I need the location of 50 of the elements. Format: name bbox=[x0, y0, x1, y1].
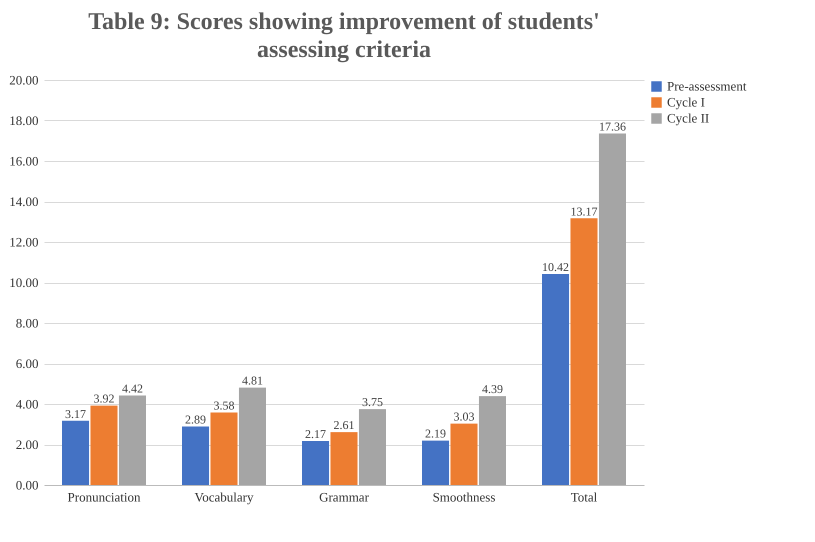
bar bbox=[542, 274, 570, 485]
y-tick-label: 10.00 bbox=[9, 275, 38, 290]
bar bbox=[330, 432, 358, 485]
bar bbox=[182, 426, 210, 485]
data-label: 17.36 bbox=[598, 119, 626, 134]
data-label: 4.39 bbox=[482, 382, 503, 396]
legend-label: Cycle II bbox=[667, 110, 710, 126]
y-tick-label: 12.00 bbox=[9, 234, 38, 250]
x-tick-label: Vocabulary bbox=[194, 490, 254, 504]
bar bbox=[570, 218, 598, 485]
data-label: 3.58 bbox=[214, 398, 234, 413]
y-tick-label: 2.00 bbox=[16, 437, 38, 452]
data-label: 13.17 bbox=[570, 204, 598, 218]
data-label: 2.89 bbox=[185, 412, 206, 426]
bar bbox=[422, 440, 450, 485]
bar bbox=[90, 406, 118, 485]
x-tick-label: Smoothness bbox=[432, 490, 496, 504]
bar bbox=[302, 441, 330, 485]
y-tick-label: 6.00 bbox=[16, 356, 38, 371]
bar bbox=[358, 409, 386, 485]
bar bbox=[598, 133, 626, 485]
data-label: 3.75 bbox=[362, 395, 383, 410]
y-tick-label: 0.00 bbox=[16, 478, 38, 492]
x-tick-label: Grammar bbox=[319, 490, 370, 504]
bar bbox=[210, 412, 238, 485]
y-tick-label: 18.00 bbox=[9, 113, 38, 128]
data-label: 3.92 bbox=[94, 392, 114, 406]
y-tick-label: 8.00 bbox=[16, 316, 38, 330]
data-label: 3.03 bbox=[454, 410, 474, 424]
bar bbox=[238, 388, 266, 485]
data-label: 4.81 bbox=[242, 374, 263, 388]
x-tick-label: Pronunciation bbox=[68, 490, 141, 504]
data-label: 2.17 bbox=[305, 427, 326, 442]
legend-label: Cycle I bbox=[667, 94, 705, 110]
bar bbox=[450, 424, 478, 485]
data-label: 10.42 bbox=[542, 260, 570, 274]
data-label: 2.19 bbox=[425, 426, 446, 441]
x-tick-label: Total bbox=[570, 490, 598, 504]
bar bbox=[62, 420, 90, 485]
chart-title: Table 9: Scores showing improvement of students' assessing criteria bbox=[88, 9, 600, 63]
data-label: 3.17 bbox=[65, 406, 86, 421]
y-tick-label: 20.00 bbox=[9, 72, 38, 88]
y-tick-label: 14.00 bbox=[9, 194, 38, 209]
y-tick-label: 16.00 bbox=[9, 154, 38, 168]
y-tick-label: 4.00 bbox=[16, 396, 38, 412]
legend-label: Pre-assessment bbox=[667, 78, 747, 94]
bar bbox=[478, 396, 506, 485]
bar bbox=[118, 395, 146, 485]
data-label: 2.61 bbox=[334, 418, 354, 432]
data-label: 4.42 bbox=[122, 381, 143, 396]
